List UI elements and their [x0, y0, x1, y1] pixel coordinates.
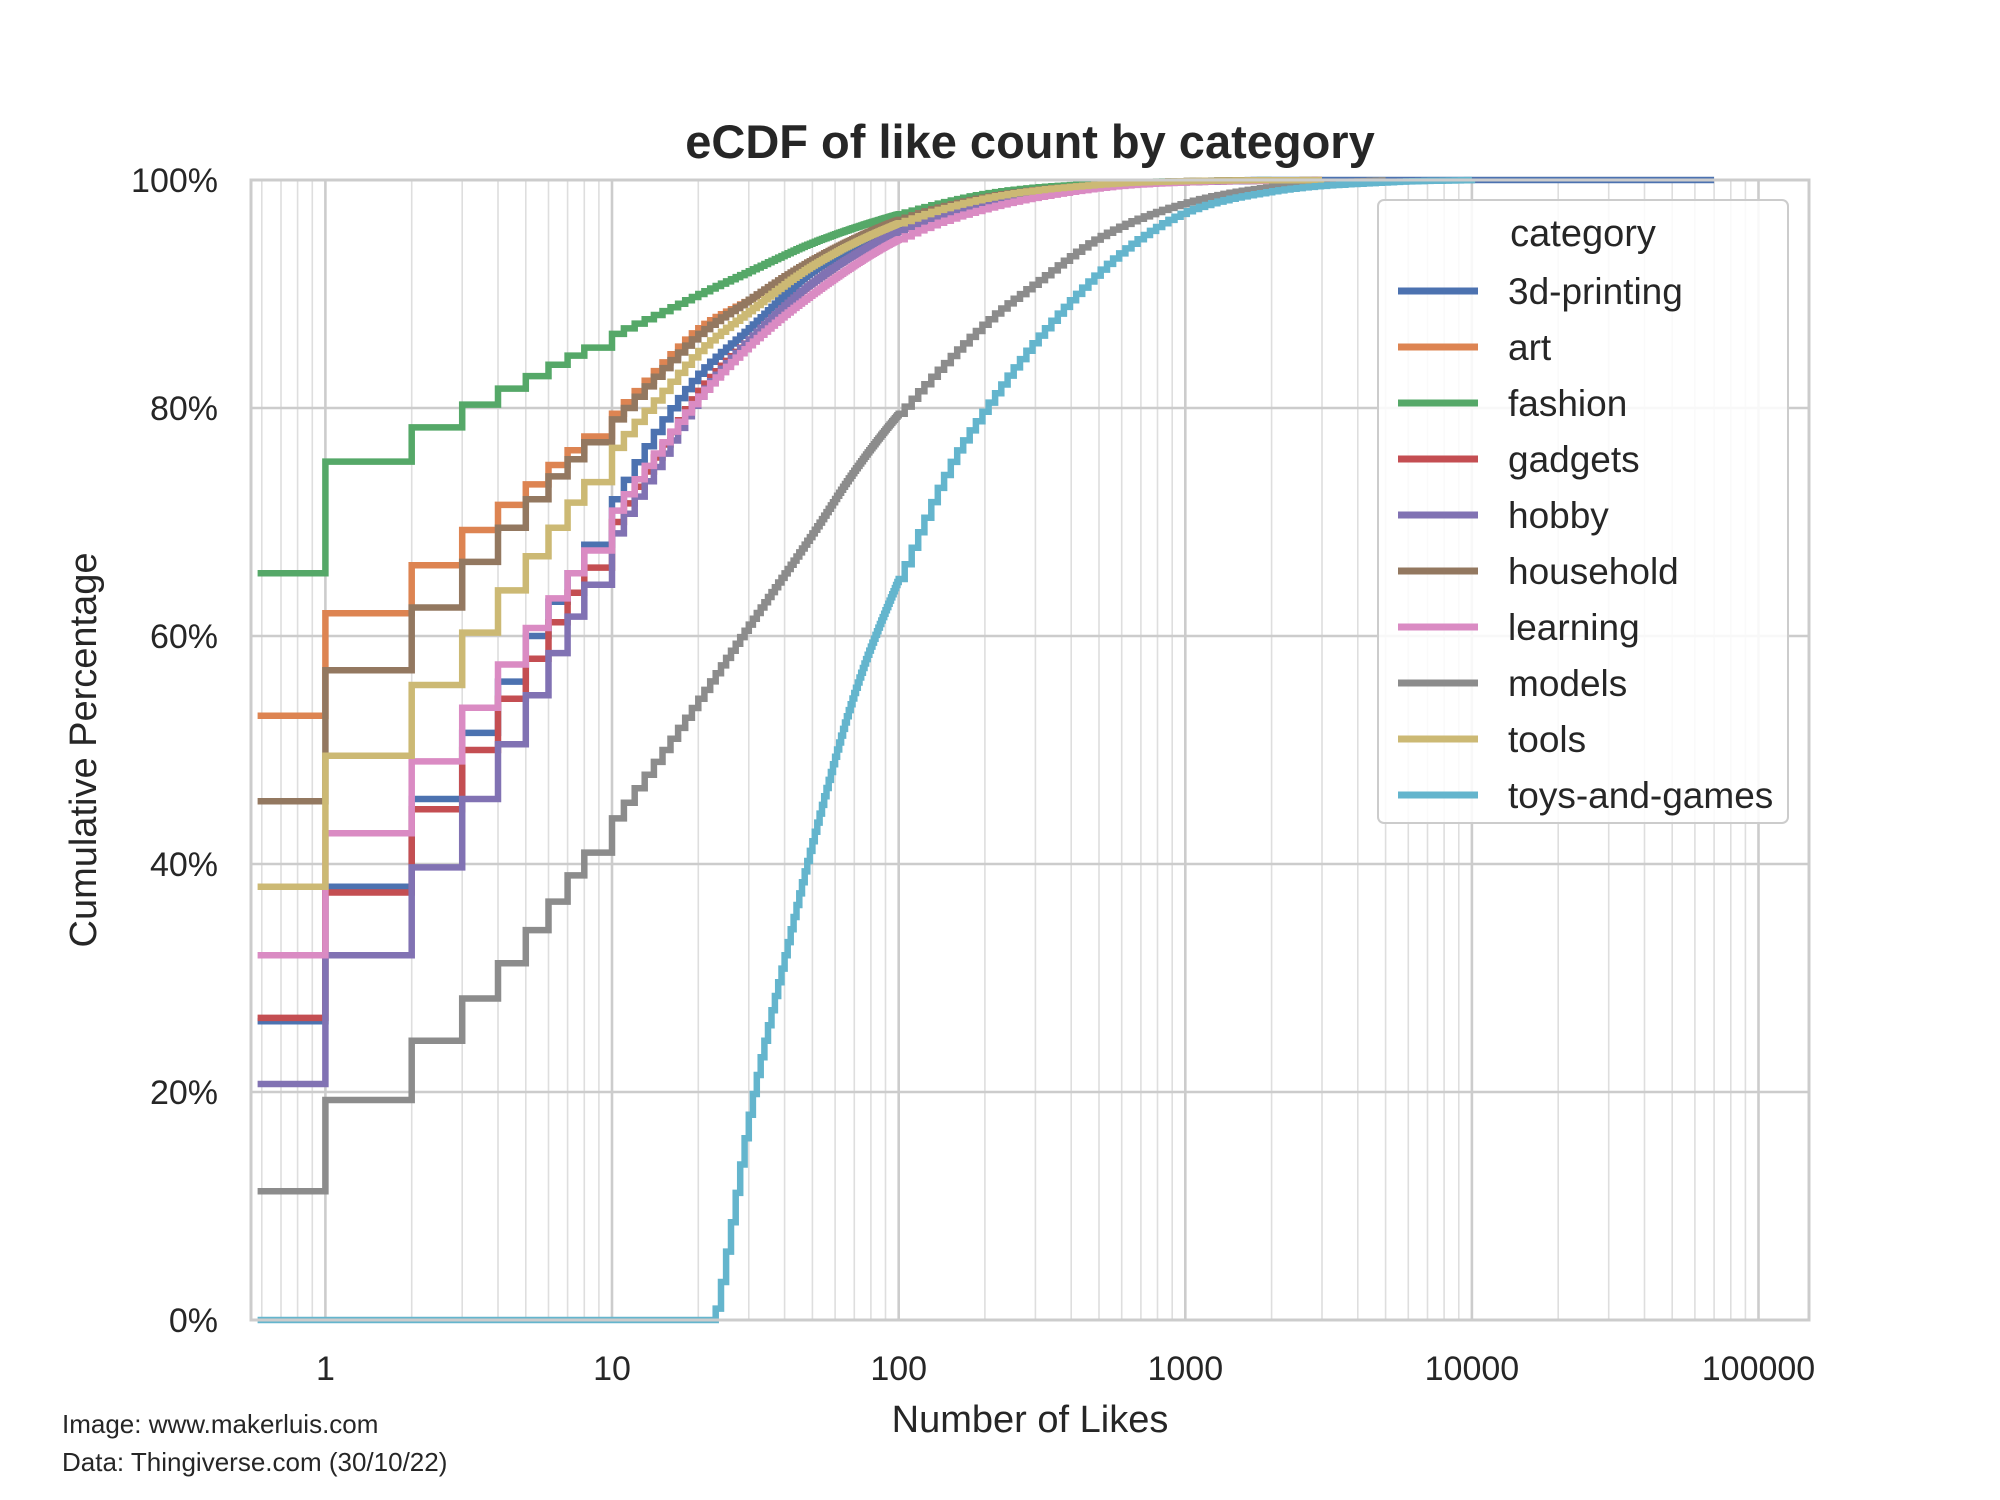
legend-label-art: art: [1508, 327, 1552, 368]
y-tick-label: 80%: [150, 390, 218, 428]
legend-label-3d-printing: 3d-printing: [1508, 271, 1683, 312]
legend: category 3d-printing art fashion gadgets hob…: [1377, 199, 1789, 824]
data-credit: Data: Thingiverse.com (30/10/22): [62, 1447, 447, 1477]
chart-title: eCDF of like count by category: [685, 115, 1374, 168]
legend-label-toys-and-games: toys-and-games: [1508, 775, 1773, 816]
image-credit: Image: www.makerluis.com: [62, 1409, 378, 1439]
y-tick-label: 40%: [150, 846, 218, 884]
legend-label-gadgets: gadgets: [1508, 439, 1640, 480]
y-tick-label: 0%: [169, 1302, 218, 1340]
legend-box: [1377, 199, 1789, 824]
legend-label-tools: tools: [1508, 719, 1586, 760]
x-tick-label: 1000: [1147, 1350, 1223, 1388]
y-axis-label: Cumulative Percentage: [63, 553, 105, 948]
x-tick-labels: 1 10 100 1000 10000 100000: [316, 1350, 1815, 1388]
y-tick-labels: 0% 20% 40% 60% 80% 100%: [131, 162, 218, 1340]
legend-entries: 3d-printing art fashion gadgets hobby househo…: [1398, 271, 1773, 816]
series-line-models: [257, 176, 1389, 1195]
y-tick-label: 100%: [131, 162, 218, 200]
plot-frame: [249, 178, 1811, 1322]
y-tick-label: 60%: [150, 618, 218, 656]
x-tick-label: 1: [316, 1350, 335, 1388]
x-tick-label: 10000: [1425, 1350, 1520, 1388]
x-tick-label: 100000: [1702, 1350, 1815, 1388]
x-tick-label: 10: [593, 1350, 631, 1388]
legend-label-household: household: [1508, 551, 1679, 592]
legend-label-models: models: [1508, 663, 1627, 704]
y-tick-label: 20%: [150, 1074, 218, 1112]
x-tick-label: 100: [870, 1350, 927, 1388]
x-axis-label: Number of Likes: [892, 1399, 1169, 1441]
series-line-tools: [257, 176, 1325, 891]
series-line-toys-and-games: [257, 176, 1476, 1324]
legend-title: category: [1510, 213, 1656, 255]
legend-label-hobby: hobby: [1508, 495, 1609, 536]
legend-label-learning: learning: [1508, 607, 1640, 648]
legend-label-fashion: fashion: [1508, 383, 1627, 424]
